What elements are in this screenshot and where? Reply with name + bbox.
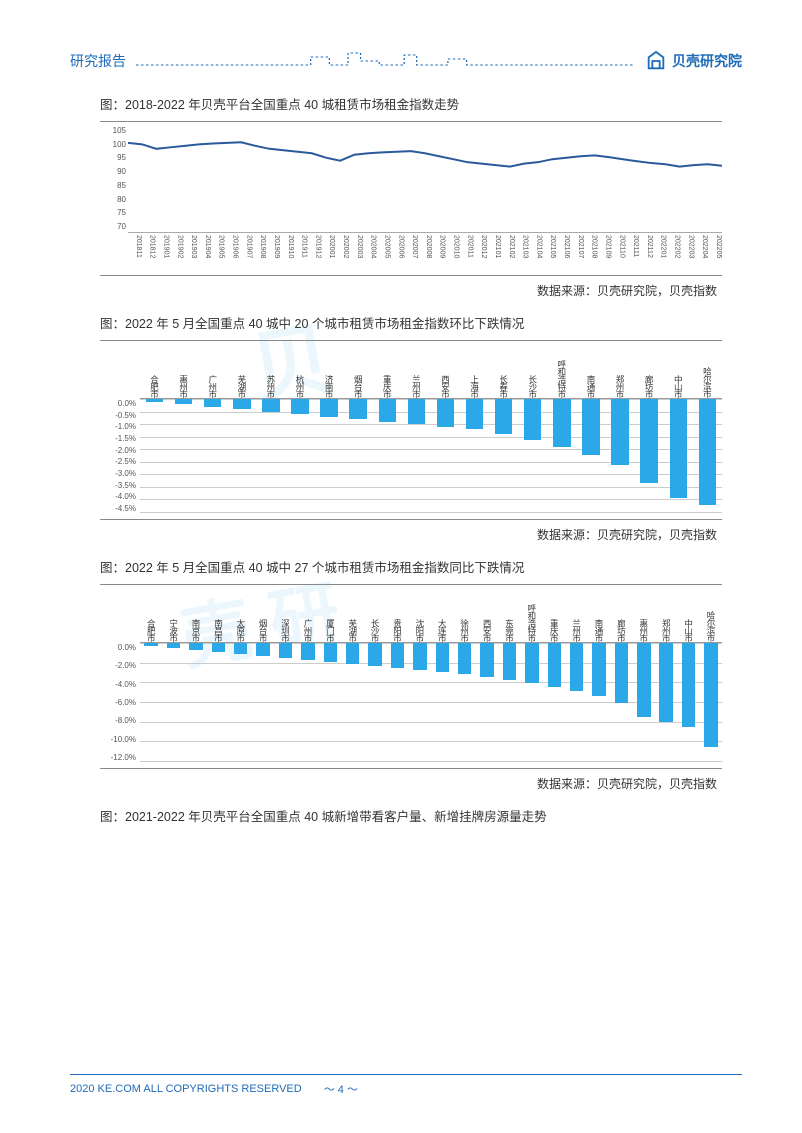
chart1-line-svg [128,128,722,232]
bar-chart-mom: 合肥市惠州市广州市芜湖市苏州市杭州市济南市烟台市重庆市兰州市西安市上海市长春市长… [100,340,722,520]
chart1-source: 数据来源：贝壳研究院，贝壳指数 [70,282,717,299]
chart2-bars [140,399,722,513]
chart2-title: 图：2022 年 5 月全国重点 40 城中 20 个城市租赁市场租金指数环比下… [100,313,742,332]
chart3-categories: 合肥市宁波市南京市南昌市太原市烟台市深圳市广州市厦门市芜湖市长沙市贵阳市沈阳市大… [140,593,722,641]
line-chart: 105100959085807570 201811201812201901201… [100,121,722,276]
shell-logo-icon [645,50,667,72]
brand-name: 贝壳研究院 [672,51,742,71]
chart1-container: 105100959085807570 201811201812201901201… [100,121,722,276]
copyright-text: 2020 KE.COM ALL COPYRIGHTS RESERVED [70,1083,302,1095]
page-content: 研究报告 贝壳研究院 图：2018-2022 年贝壳平台全国重点 40 城租赁市… [0,0,802,873]
page-header: 研究报告 贝壳研究院 [70,50,742,72]
bar-chart-yoy: 合肥市宁波市南京市南昌市太原市烟台市深圳市广州市厦门市芜湖市长沙市贵阳市沈阳市大… [100,584,722,769]
chart2-container: 合肥市惠州市广州市芜湖市苏州市杭州市济南市烟台市重庆市兰州市西安市上海市长春市长… [100,340,722,520]
page-footer: 2020 KE.COM ALL COPYRIGHTS RESERVED ～ 4 … [70,1074,742,1097]
chart1-plot-area [128,128,722,233]
chart2-y-axis: 0.0%-0.5%-1.0%-1.5%-2.0%-2.5%-3.0%-3.5%-… [100,399,136,513]
report-type-label: 研究报告 [70,51,126,71]
chart1-x-axis: 2018112018122019012019022019032019042019… [128,233,722,271]
chart4-title: 图：2021-2022 年贝壳平台全国重点 40 城新增带看客户量、新增挂牌房源… [100,806,742,825]
chart3-bars [140,643,722,762]
chart2-source: 数据来源：贝壳研究院，贝壳指数 [70,526,717,543]
skyline-decoration [136,51,635,71]
chart3-y-axis: 0.0%-2.0%-4.0%-6.0%-8.0%-10.0%-12.0% [100,643,136,762]
chart3-plot-area: 0.0%-2.0%-4.0%-6.0%-8.0%-10.0%-12.0% [140,642,722,762]
chart3-container: 合肥市宁波市南京市南昌市太原市烟台市深圳市广州市厦门市芜湖市长沙市贵阳市沈阳市大… [100,584,722,769]
page-number: ～ 4 ～ [324,1081,358,1097]
chart2-categories: 合肥市惠州市广州市芜湖市苏州市杭州市济南市烟台市重庆市兰州市西安市上海市长春市长… [140,349,722,397]
chart3-source: 数据来源：贝壳研究院，贝壳指数 [70,775,717,792]
chart3-title: 图：2022 年 5 月全国重点 40 城中 27 个城市租赁市场租金指数同比下… [100,557,742,576]
chart1-y-axis: 105100959085807570 [100,126,126,231]
chart2-plot-area: 0.0%-0.5%-1.0%-1.5%-2.0%-2.5%-3.0%-3.5%-… [140,398,722,513]
chart1-title: 图：2018-2022 年贝壳平台全国重点 40 城租赁市场租金指数走势 [100,94,742,113]
brand-logo: 贝壳研究院 [645,50,742,72]
